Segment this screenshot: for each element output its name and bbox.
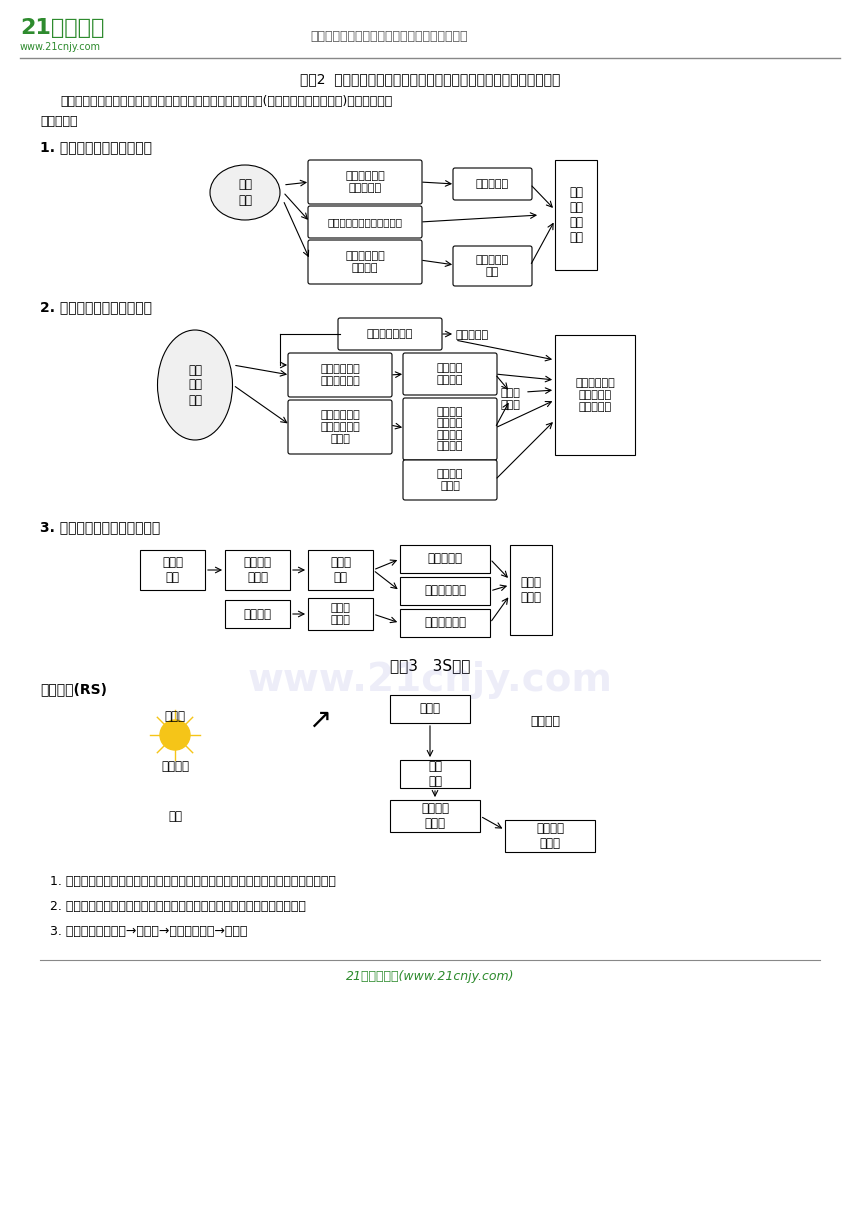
Text: 遥感: 遥感 bbox=[168, 810, 182, 823]
Text: 河流、湖泊和
沼泽广布: 河流、湖泊和 沼泽广布 bbox=[345, 252, 385, 272]
Text: 信息
传输: 信息 传输 bbox=[428, 760, 442, 788]
Text: 全国粮、棉、
桑、蚕的主
要生产基地: 全国粮、棉、 桑、蚕的主 要生产基地 bbox=[575, 378, 615, 411]
FancyBboxPatch shape bbox=[453, 168, 532, 199]
Text: 一、遥感(RS): 一、遥感(RS) bbox=[40, 682, 107, 696]
Text: 农业生产工具
改进和生产技
术改良: 农业生产工具 改进和生产技 术改良 bbox=[320, 411, 359, 444]
Text: 1. 开发早期地理环境的影响: 1. 开发早期地理环境的影响 bbox=[40, 140, 152, 154]
FancyBboxPatch shape bbox=[308, 598, 373, 630]
Text: 优越的气
候条件: 优越的气 候条件 bbox=[437, 469, 464, 491]
FancyBboxPatch shape bbox=[400, 578, 490, 606]
FancyBboxPatch shape bbox=[400, 760, 470, 788]
Text: 水网稠密: 水网稠密 bbox=[243, 608, 272, 620]
Text: 21世纪教育: 21世纪教育 bbox=[20, 18, 104, 38]
FancyBboxPatch shape bbox=[510, 545, 552, 635]
Text: 考点3   3S技术: 考点3 3S技术 bbox=[390, 658, 470, 672]
Text: 船作为交通工
具被广泛使用: 船作为交通工 具被广泛使用 bbox=[320, 365, 359, 385]
FancyBboxPatch shape bbox=[403, 398, 497, 460]
Text: 农业地
位下降: 农业地 位下降 bbox=[520, 576, 542, 604]
Text: 农业较
快发展: 农业较 快发展 bbox=[500, 388, 520, 410]
FancyBboxPatch shape bbox=[453, 246, 532, 286]
FancyBboxPatch shape bbox=[288, 353, 392, 396]
FancyBboxPatch shape bbox=[403, 353, 497, 395]
Text: 中国最大型、最专业的中小学教育资源门户网站: 中国最大型、最专业的中小学教育资源门户网站 bbox=[310, 30, 468, 43]
Text: 机械化推广难: 机械化推广难 bbox=[424, 585, 466, 597]
FancyBboxPatch shape bbox=[390, 696, 470, 724]
Text: 科学
技术
进步: 科学 技术 进步 bbox=[188, 364, 202, 406]
Text: 耕作
农业
发展
缓慢: 耕作 农业 发展 缓慢 bbox=[569, 186, 583, 244]
Text: 2. 遥感系统：包括遥感平台；传感器；遥感信息的接收和处理三大类仪器。: 2. 遥感系统：包括遥感平台；传感器；遥感信息的接收和处理三大类仪器。 bbox=[50, 900, 306, 913]
Text: 信息解译
与分析: 信息解译 与分析 bbox=[536, 822, 564, 850]
Text: 多水面质
地黏重的
土壤适合
种植水稻: 多水面质 地黏重的 土壤适合 种植水稻 bbox=[437, 406, 464, 451]
Text: 3. 主要环节：目标物→传感器→遥感地面系统→成果。: 3. 主要环节：目标物→传感器→遥感地面系统→成果。 bbox=[50, 925, 248, 938]
Text: 信息获取: 信息获取 bbox=[161, 760, 189, 773]
Text: 大规模人口迁入: 大规模人口迁入 bbox=[367, 330, 413, 339]
FancyBboxPatch shape bbox=[555, 161, 597, 270]
FancyBboxPatch shape bbox=[288, 400, 392, 454]
Text: 影响不同。: 影响不同。 bbox=[40, 116, 77, 128]
FancyBboxPatch shape bbox=[308, 550, 373, 590]
Text: 人均耕
地少: 人均耕 地少 bbox=[330, 556, 351, 584]
Text: 耕地分
割破碎: 耕地分 割破碎 bbox=[330, 603, 350, 625]
FancyBboxPatch shape bbox=[390, 800, 480, 832]
Text: 传感器: 传感器 bbox=[420, 703, 440, 715]
Text: 工商业
发展: 工商业 发展 bbox=[162, 556, 183, 584]
FancyBboxPatch shape bbox=[338, 319, 442, 350]
FancyBboxPatch shape bbox=[400, 545, 490, 573]
FancyBboxPatch shape bbox=[225, 599, 290, 627]
FancyBboxPatch shape bbox=[308, 240, 422, 285]
FancyBboxPatch shape bbox=[555, 334, 635, 455]
Text: 随着人类社会的发展，同样的自然条件在区域的不同发展阶段(或不同的生产力条件下)对农业发展的: 随着人类社会的发展，同样的自然条件在区域的不同发展阶段(或不同的生产力条件下)对… bbox=[60, 95, 392, 108]
FancyBboxPatch shape bbox=[308, 206, 422, 238]
Text: 劳动力丰富: 劳动力丰富 bbox=[455, 330, 488, 340]
Text: 3. 工商业社会地理环境的影响: 3. 工商业社会地理环境的影响 bbox=[40, 520, 160, 534]
Text: 1. 概念：在航空器或航天器上利用一定的技术设备，对地表物体进行远距离的感知。: 1. 概念：在航空器或航天器上利用一定的技术设备，对地表物体进行远距离的感知。 bbox=[50, 876, 336, 888]
Text: 生产规模小: 生产规模小 bbox=[427, 552, 463, 565]
Text: 2. 农业社会地理环境的影响: 2. 农业社会地理环境的影响 bbox=[40, 300, 152, 314]
Text: www.21cnjy.com: www.21cnjy.com bbox=[20, 43, 101, 52]
Text: 考点2  区域不同发展阶段地理环境的影响（以长江中下游平原为例）: 考点2 区域不同发展阶段地理环境的影响（以长江中下游平原为例） bbox=[300, 72, 560, 86]
Text: 虽地势平坦，
但土质黏重: 虽地势平坦， 但土质黏重 bbox=[345, 171, 385, 193]
FancyBboxPatch shape bbox=[225, 550, 290, 590]
FancyBboxPatch shape bbox=[403, 460, 497, 500]
Text: 成为交通的
阻隔: 成为交通的 阻隔 bbox=[476, 255, 509, 277]
FancyBboxPatch shape bbox=[505, 820, 595, 852]
Text: 水系成为
天然水道: 水系成为 天然水道 bbox=[437, 364, 464, 384]
Text: 使开垦困难: 使开垦困难 bbox=[476, 179, 509, 188]
Text: 粮食商品率低: 粮食商品率低 bbox=[424, 617, 466, 630]
FancyBboxPatch shape bbox=[140, 550, 205, 590]
Text: 21世纪教育网(www.21cnjy.com): 21世纪教育网(www.21cnjy.com) bbox=[346, 970, 514, 983]
Text: 能量源: 能量源 bbox=[164, 710, 186, 724]
Ellipse shape bbox=[210, 165, 280, 220]
Text: 地理
环境: 地理 环境 bbox=[238, 179, 252, 207]
FancyBboxPatch shape bbox=[400, 609, 490, 637]
Text: www.21cnjy.com: www.21cnjy.com bbox=[248, 662, 612, 699]
Text: 信息接收
与处理: 信息接收 与处理 bbox=[421, 803, 449, 831]
Ellipse shape bbox=[157, 330, 232, 440]
Text: 人口、城
市密集: 人口、城 市密集 bbox=[243, 556, 272, 584]
Text: 遥感应用: 遥感应用 bbox=[530, 715, 560, 728]
Text: 利用和改造自然的能力低下: 利用和改造自然的能力低下 bbox=[328, 216, 402, 227]
Circle shape bbox=[160, 720, 190, 750]
Text: ↗: ↗ bbox=[309, 706, 332, 734]
FancyBboxPatch shape bbox=[308, 161, 422, 204]
